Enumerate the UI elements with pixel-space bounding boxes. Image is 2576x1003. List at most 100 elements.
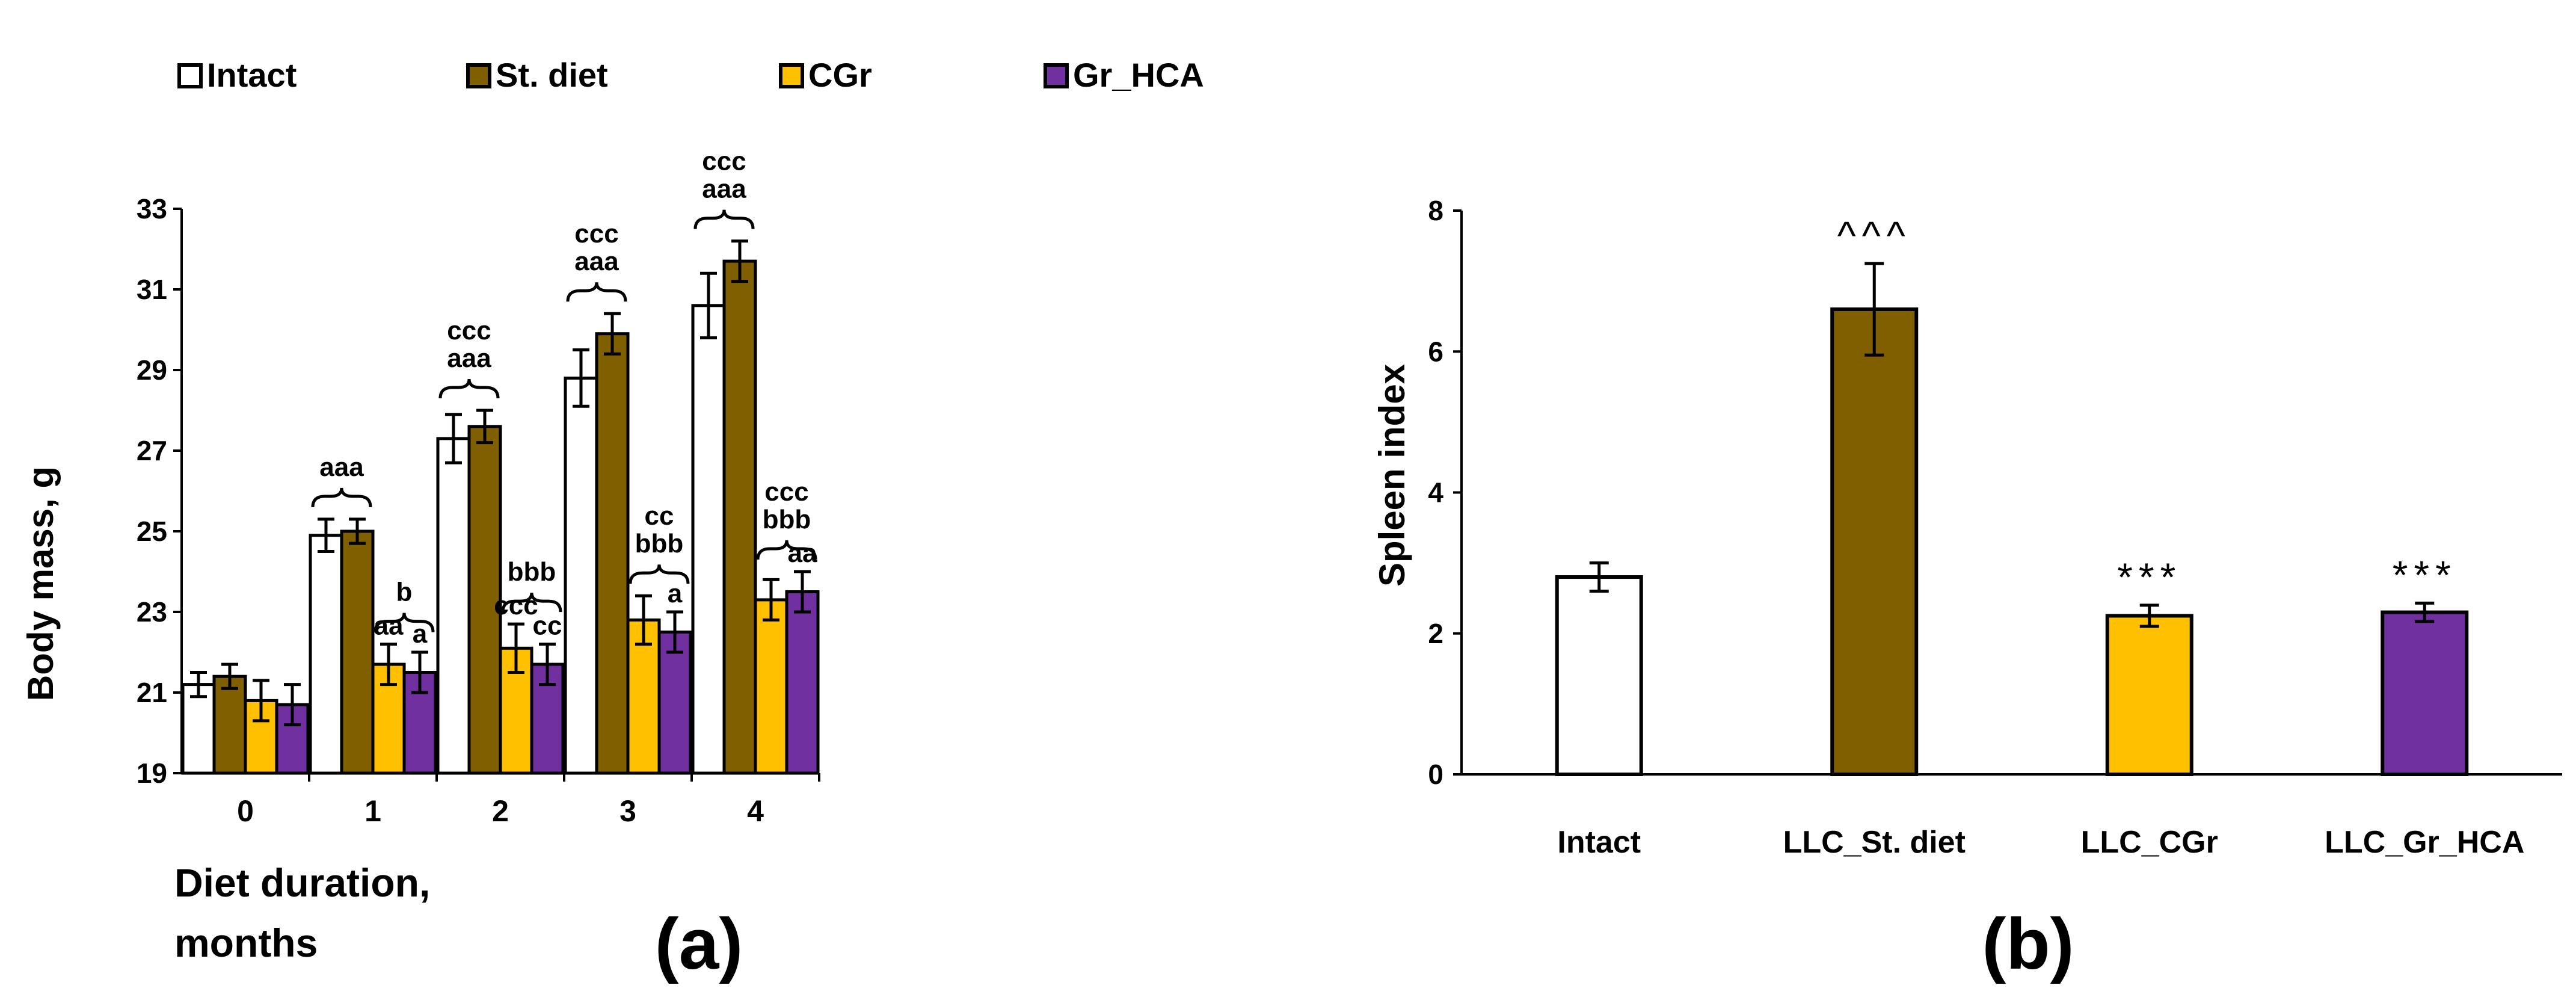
brace-month-2-right — [501, 592, 562, 613]
annotation-month-4-left-line-0: ccc — [702, 147, 746, 176]
y-tick-label-23: 23 — [137, 596, 167, 628]
legend-item-intact: Intact — [177, 56, 297, 94]
bar-llc-st-diet — [1830, 307, 1919, 776]
spleen-index-chart: Intact LLC_St. diet LLC_CGr LLC_Gr_HCA 0 2 4 6 8… — [1372, 195, 2562, 984]
y-tick-label-19: 19 — [137, 758, 167, 789]
bar-cgr-month-4 — [754, 598, 788, 775]
panel-label-a: (a) — [655, 904, 743, 984]
y-tick-label-2: 2 — [1428, 618, 1443, 649]
bar-gr-hca-month-4 — [785, 590, 820, 775]
x-tick-label-llc-gr-hca: LLC_Gr_HCA — [2325, 825, 2524, 860]
annotation-month-1-cgr-line-0: aa — [374, 611, 404, 641]
significance-llc-st-diet: ^^^ — [1837, 213, 1911, 258]
bar-st-diet-month-1 — [340, 529, 375, 775]
brace-month-4-right — [756, 540, 817, 560]
brace-month-1-left — [311, 487, 372, 508]
legend-label-st-diet: St. diet — [496, 56, 608, 94]
x-tick-label-3: 3 — [619, 794, 636, 828]
annotation-month-3-right-line-1: bbb — [635, 529, 684, 558]
annotation-month-2-cgr-line-0: ccc — [494, 591, 538, 620]
brace-month-1-right — [373, 613, 435, 632]
bar-llc-gr-hca — [2381, 610, 2469, 776]
brace-month-2-left — [438, 378, 500, 399]
y-tick-label-0: 0 — [1428, 759, 1443, 790]
error-bar-cgr-month-3 — [635, 594, 652, 646]
bar-intact-month-2 — [436, 437, 471, 775]
legend-item-cgr: CGr — [779, 56, 872, 94]
error-bar-gr-hca-month-1 — [411, 650, 428, 694]
error-bar-llc-gr-hca — [2415, 601, 2435, 623]
x-tick-label-llc-st-diet: LLC_St. diet — [1783, 825, 1966, 860]
error-bar-llc-cgr — [2139, 603, 2159, 628]
annotation-month-2-right-line-0: bbb — [508, 557, 556, 587]
annotation-month-4-gr-hca-line-0: aa — [788, 539, 817, 568]
error-bar-cgr-month-2 — [508, 622, 524, 674]
brace-month-4-left — [693, 209, 755, 229]
bar-intact-month-4 — [691, 304, 726, 775]
spleen-index-bars — [1555, 262, 2469, 776]
y-tick-label-25: 25 — [137, 516, 167, 547]
error-bar-gr-hca-month-0 — [284, 683, 301, 727]
y-tick-label-6: 6 — [1428, 336, 1443, 367]
legend-swatch-gr-hca — [1044, 63, 1069, 88]
annotation-month-3-gr-hca-line-0: a — [668, 579, 683, 608]
y-tick-label-21: 21 — [137, 677, 167, 708]
error-bar-cgr-month-1 — [380, 643, 397, 687]
error-bar-llc-st-diet — [1864, 262, 1884, 357]
error-bar-cgr-month-4 — [763, 578, 779, 622]
error-bar-st-diet-month-0 — [221, 662, 238, 690]
x-tick-label-llc-cgr: LLC_CGr — [2081, 825, 2218, 860]
legend-swatch-intact — [177, 63, 203, 88]
legend-item-gr-hca: Gr_HCA — [1044, 56, 1204, 94]
x-axis-label-line-1: Diet duration, — [174, 860, 430, 905]
error-bar-intact-month-3 — [573, 348, 589, 408]
x-tick-label-1: 1 — [364, 794, 381, 828]
legend: Intact St. diet CGr Gr_HCA — [177, 56, 1204, 94]
annotation-month-2-gr-hca-line-0: cc — [533, 611, 562, 641]
legend-label-gr-hca: Gr_HCA — [1073, 56, 1204, 94]
error-bar-st-diet-month-3 — [604, 312, 621, 356]
y-tick-label-33: 33 — [137, 193, 167, 224]
bar-intact-month-1 — [309, 534, 343, 775]
bar-gr-hca-month-3 — [657, 631, 692, 775]
annotation-month-4-right-line-1: bbb — [763, 505, 811, 534]
error-bar-intact-month-0 — [190, 671, 207, 699]
y-tick-label-27: 27 — [137, 435, 167, 466]
error-bar-st-diet-month-4 — [731, 239, 748, 283]
annotation-month-4-right-line-0: ccc — [764, 477, 808, 507]
x-tick-label-0: 0 — [237, 794, 254, 828]
brace-month-3-left — [566, 282, 627, 302]
body-mass-y-axis-label: Body mass, g — [20, 466, 61, 701]
annotation-month-2-left-line-1: aaa — [447, 344, 491, 373]
body-mass-bars — [181, 239, 820, 775]
error-bar-intact — [1589, 561, 1609, 593]
panel-label-b: (b) — [1982, 904, 2074, 984]
legend-label-cgr: CGr — [808, 56, 872, 94]
x-tick-label-4: 4 — [747, 794, 764, 828]
annotation-month-3-left-line-1: aaa — [574, 247, 619, 276]
bar-intact — [1555, 575, 1643, 776]
x-axis-label-line-2: months — [174, 921, 318, 965]
bar-st-diet-month-3 — [595, 332, 630, 775]
annotation-month-3-left-line-0: ccc — [574, 219, 618, 248]
bar-st-diet-month-4 — [722, 259, 757, 775]
x-tick-label-intact: Intact — [1557, 825, 1641, 860]
error-bar-gr-hca-month-4 — [794, 570, 811, 614]
legend-swatch-cgr — [779, 63, 804, 88]
y-tick-label-8: 8 — [1428, 195, 1443, 226]
legend-item-st-diet: St. diet — [466, 56, 608, 94]
bar-intact-month-3 — [564, 376, 598, 775]
y-tick-label-29: 29 — [137, 354, 167, 386]
significance-llc-gr-hca: *** — [2393, 552, 2457, 597]
error-bar-st-diet-month-1 — [349, 517, 366, 545]
significance-llc-cgr: *** — [2117, 555, 2181, 599]
error-bar-intact-month-1 — [318, 517, 334, 553]
annotation-month-1-left-line-0: aaa — [319, 452, 364, 482]
spleen-index-y-axis-label: Spleen index — [1372, 364, 1412, 587]
legend-label-intact: Intact — [207, 56, 297, 94]
spleen-index-annotations: ^^^ *** *** — [1837, 213, 2457, 599]
bar-llc-cgr — [2105, 614, 2193, 776]
